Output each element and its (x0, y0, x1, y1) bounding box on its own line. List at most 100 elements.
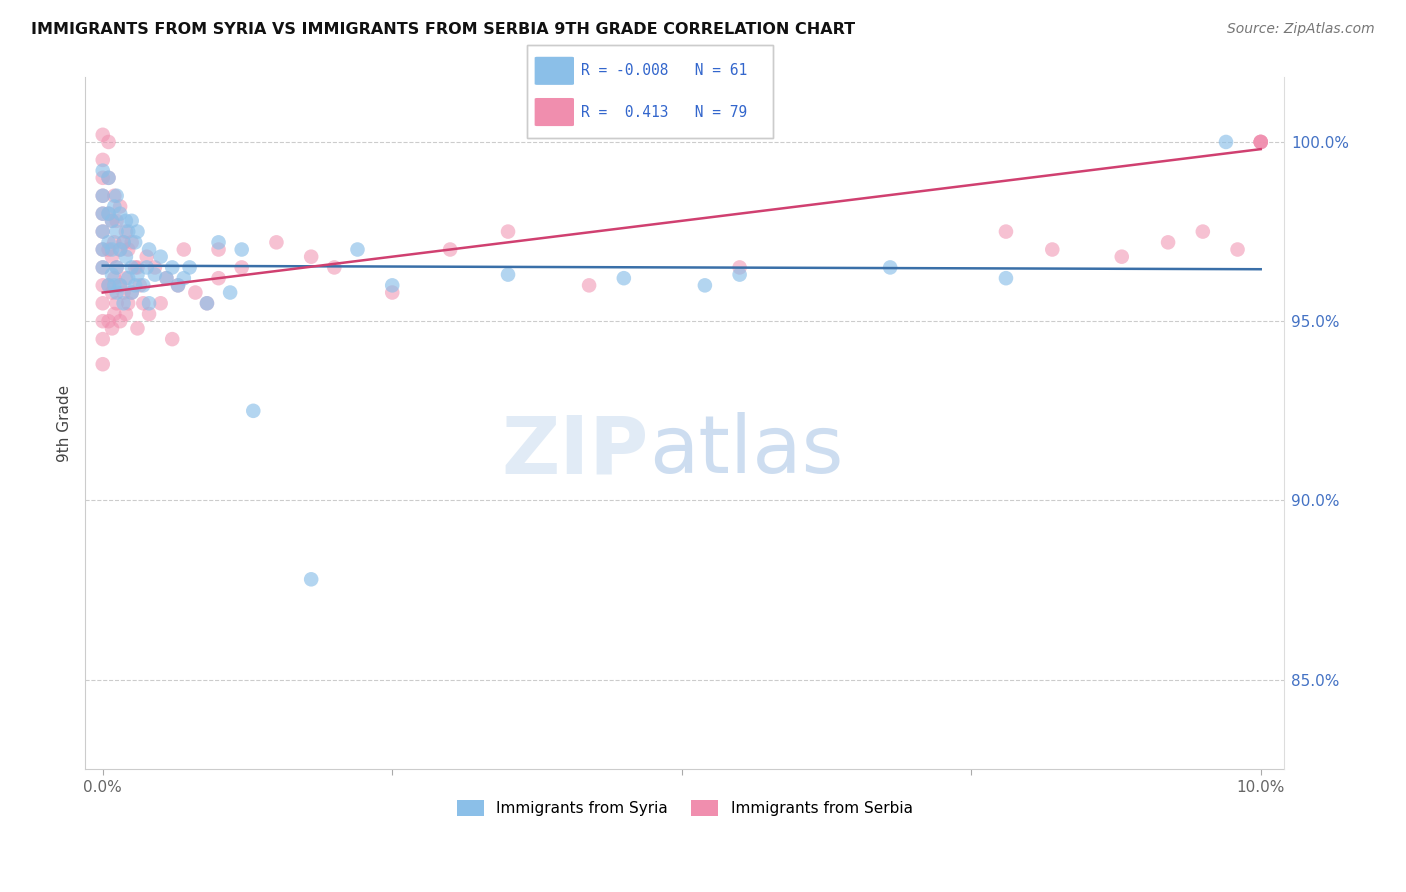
Point (143, 260, 166, 275)
Point (1250, 135, 1272, 149)
Point (496, 268, 519, 282)
Point (97, 314, 120, 328)
Point (381, 285, 404, 300)
Point (1250, 135, 1272, 149)
Point (124, 260, 146, 275)
Point (149, 296, 172, 310)
Point (693, 278, 716, 293)
Point (195, 296, 218, 310)
Point (179, 260, 201, 275)
Point (138, 296, 160, 310)
Y-axis label: 9th Grade: 9th Grade (58, 384, 72, 462)
Point (103, 235, 125, 250)
Point (112, 296, 135, 310)
Point (121, 235, 143, 250)
Point (121, 214, 143, 228)
Point (231, 243, 253, 257)
Point (91, 260, 114, 275)
Point (101, 321, 124, 335)
Point (103, 199, 125, 213)
Point (173, 271, 195, 285)
Point (91, 128, 114, 142)
Point (115, 214, 138, 228)
Point (127, 225, 149, 239)
Point (149, 250, 172, 264)
Point (91, 225, 114, 239)
Point (101, 243, 124, 257)
Point (105, 260, 128, 275)
Point (112, 235, 135, 250)
Point (97, 235, 120, 250)
Point (112, 235, 135, 250)
Point (1226, 243, 1249, 257)
Point (91, 278, 114, 293)
Point (207, 243, 229, 257)
Point (138, 243, 160, 257)
Point (184, 285, 207, 300)
Point (195, 296, 218, 310)
Point (219, 285, 242, 300)
Text: R = -0.008   N = 61: R = -0.008 N = 61 (582, 63, 748, 78)
Point (346, 243, 368, 257)
Point (132, 296, 155, 310)
Point (105, 214, 128, 228)
Point (143, 268, 166, 282)
Point (105, 188, 128, 202)
Point (381, 278, 404, 293)
Point (173, 243, 195, 257)
Point (112, 285, 135, 300)
Point (578, 278, 600, 293)
Point (299, 250, 322, 264)
Point (101, 250, 124, 264)
Point (115, 225, 138, 239)
Point (91, 188, 114, 202)
Point (108, 243, 131, 257)
Point (127, 268, 149, 282)
Point (1191, 225, 1213, 239)
Point (994, 225, 1017, 239)
Point (299, 572, 322, 586)
Point (103, 278, 125, 293)
Point (167, 278, 190, 293)
Point (108, 243, 131, 257)
Point (97, 243, 120, 257)
Point (91, 243, 114, 257)
Point (128, 278, 150, 293)
Point (108, 278, 131, 293)
Point (91, 314, 114, 328)
Point (108, 207, 131, 221)
Point (266, 235, 288, 250)
Point (1111, 250, 1133, 264)
Point (132, 278, 155, 293)
Point (91, 296, 114, 310)
Point (496, 225, 519, 239)
Point (91, 357, 114, 371)
Point (105, 296, 128, 310)
Point (97, 170, 120, 185)
Point (1157, 235, 1180, 250)
Point (207, 235, 229, 250)
Point (1215, 135, 1237, 149)
Point (101, 268, 124, 282)
Point (135, 260, 157, 275)
Point (117, 296, 139, 310)
Point (103, 307, 125, 321)
Point (108, 278, 131, 293)
Point (1250, 135, 1272, 149)
Point (155, 271, 177, 285)
Point (115, 250, 138, 264)
Point (103, 271, 125, 285)
Point (1250, 135, 1272, 149)
Point (101, 214, 124, 228)
Point (439, 243, 461, 257)
Point (117, 271, 139, 285)
Point (91, 260, 114, 275)
Text: IMMIGRANTS FROM SYRIA VS IMMIGRANTS FROM SERBIA 9TH GRADE CORRELATION CHART: IMMIGRANTS FROM SYRIA VS IMMIGRANTS FROM… (31, 22, 855, 37)
Text: atlas: atlas (648, 412, 844, 490)
Text: R =  0.413   N = 79: R = 0.413 N = 79 (582, 104, 748, 120)
Point (91, 243, 114, 257)
Point (127, 321, 149, 335)
Point (91, 207, 114, 221)
Point (105, 225, 128, 239)
Point (879, 260, 901, 275)
